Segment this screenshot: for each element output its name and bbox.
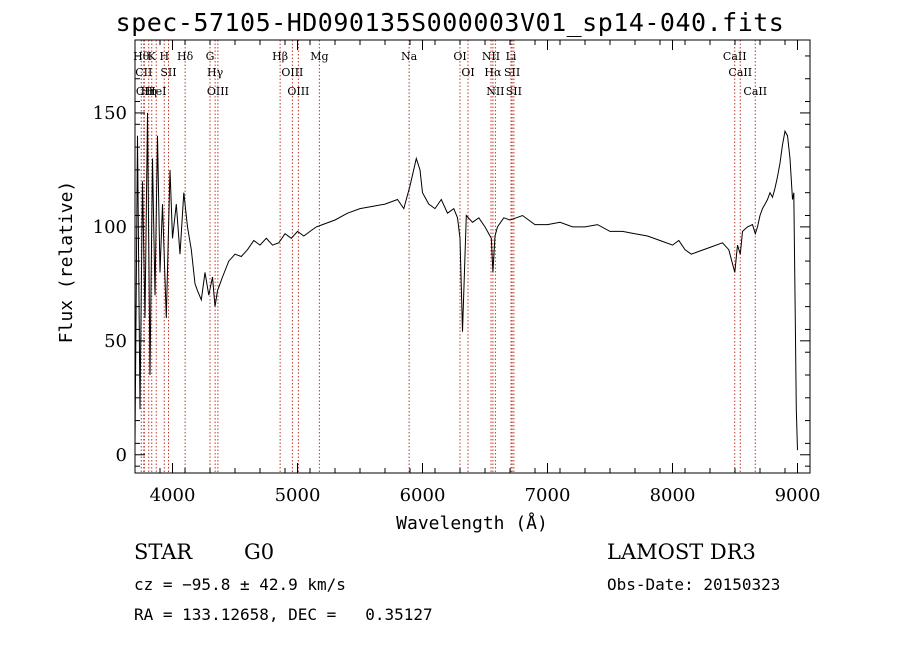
line-label: G [206, 50, 215, 63]
y-axis-ticks: 0 50 100 150 [93, 55, 810, 467]
object-type: STAR [134, 540, 193, 564]
line-label: Hγ [207, 66, 224, 79]
x-axis-label: Wavelength (Å) [396, 512, 548, 534]
line-label: Hβ [272, 50, 288, 63]
line-label: SII [504, 66, 520, 79]
x-tick-label: 4000 [150, 485, 196, 506]
line-label: Na [401, 50, 418, 63]
obs-date-text: Obs-Date: 20150323 [607, 575, 781, 594]
spectrum-series-line [134, 112, 798, 451]
line-label: H [159, 50, 169, 63]
line-label: K [148, 50, 157, 63]
plot-frame [134, 39, 811, 474]
line-label: NII [482, 50, 500, 63]
emission-line-markers [140, 40, 756, 473]
y-axis-label: Flux (relative) [56, 181, 77, 344]
line-label: Hα [484, 66, 502, 79]
line-label: OIII [281, 66, 303, 79]
x-tick-label: 5000 [275, 485, 321, 506]
line-label: CaII [723, 50, 747, 63]
line-label: OI [461, 66, 474, 79]
chart-title: spec-57105-HD090135S000003V01_sp14-040.f… [115, 8, 785, 37]
survey-name: LAMOST DR3 [607, 540, 756, 564]
line-label: Li [506, 50, 517, 63]
line-label: NII [486, 85, 504, 98]
line-label: OIII [207, 85, 229, 98]
line-label: SII [160, 66, 176, 79]
x-tick-label: 8000 [650, 485, 696, 506]
line-label: CaII [743, 85, 767, 98]
line-label: Hη [141, 85, 157, 98]
y-tick-label: 150 [93, 103, 127, 124]
coordinates-text: RA = 133.12658, DEC = 0.35127 [134, 605, 433, 624]
line-label: Hδ [177, 50, 194, 63]
line-label: OIII [287, 85, 309, 98]
line-label: OI [453, 50, 466, 63]
line-label: CaII [728, 66, 752, 79]
x-axis-ticks: 4000 5000 6000 7000 8000 9000 [134, 40, 821, 506]
line-label: CII [135, 66, 152, 79]
object-subclass: G0 [244, 540, 275, 564]
x-tick-label: 6000 [400, 485, 446, 506]
y-tick-label: 0 [116, 445, 127, 466]
y-tick-label: 100 [93, 217, 127, 238]
x-tick-label: 7000 [525, 485, 571, 506]
redshift-text: cz = −95.8 ± 42.9 km/s [134, 575, 346, 594]
line-label: Hθ [133, 50, 150, 63]
line-label: SII [506, 85, 522, 98]
y-tick-label: 50 [104, 331, 127, 352]
line-label: HeI [146, 85, 166, 98]
line-label: Mg [310, 50, 328, 63]
x-tick-label: 9000 [775, 485, 821, 506]
line-label: CII [136, 85, 153, 98]
